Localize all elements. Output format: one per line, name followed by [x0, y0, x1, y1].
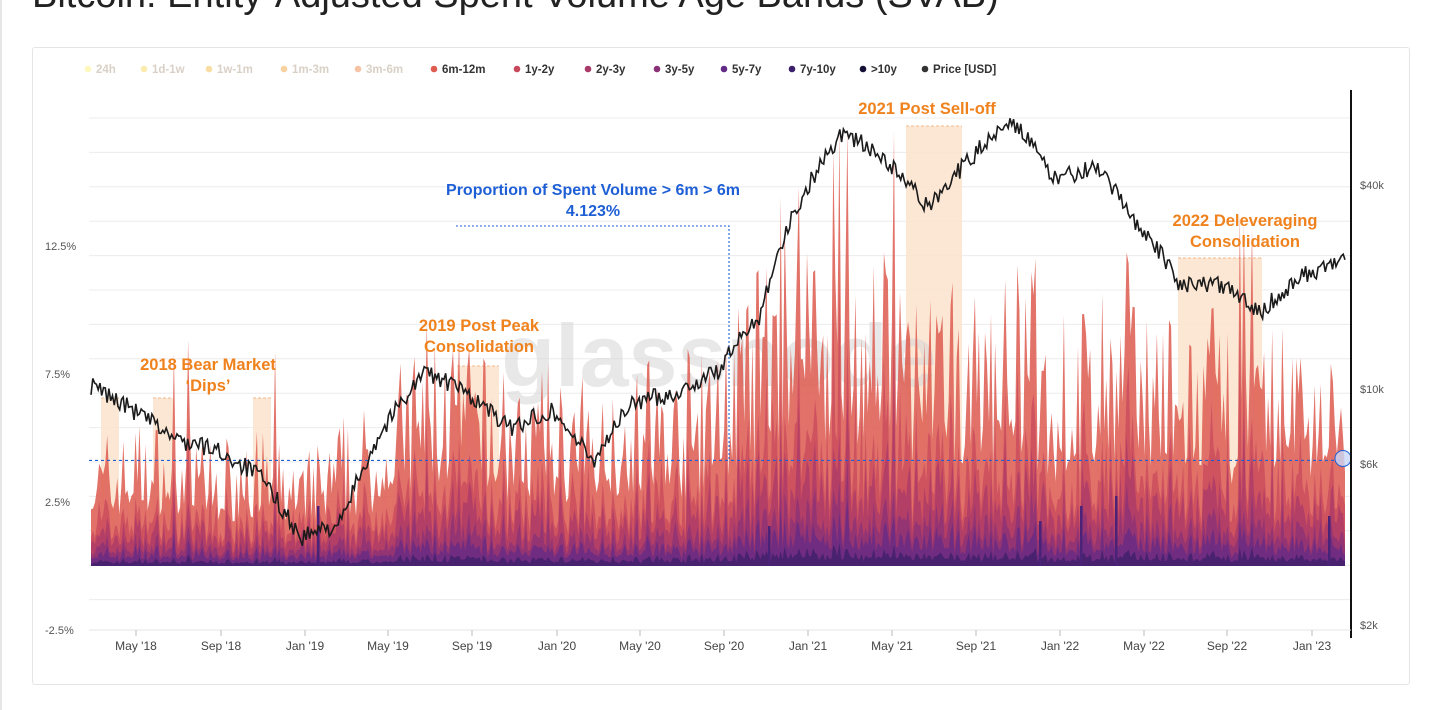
- legend-label: Price [USD]: [933, 64, 996, 76]
- watermark: glassnode: [501, 306, 936, 405]
- y-right-tick-label: $6k: [1360, 459, 1378, 471]
- legend-swatch: [430, 65, 438, 73]
- legend-swatch: [584, 65, 592, 73]
- annotation-title: 2019 Post Peak: [419, 317, 540, 335]
- y-right-tick-label: $40k: [1360, 180, 1384, 192]
- legend-item: 2y-3y: [584, 64, 626, 76]
- chart-card: 24h 1d-1w 1w-1m 1m-3m 3m-6m 6m-12m 1y-2y 2y-3y 3…: [32, 47, 1410, 685]
- age-band-spike: [1039, 521, 1042, 566]
- legend-item: 5y-7y: [720, 64, 762, 76]
- legend-label: 3y-5y: [665, 64, 695, 76]
- legend-swatch: [653, 65, 661, 73]
- legend-item: Price [USD]: [921, 64, 996, 76]
- y-left-tick-label: 2.5%: [45, 497, 70, 509]
- annotation-subtitle: ‘Dips’: [186, 377, 231, 395]
- legend-label: 5y-7y: [732, 64, 762, 76]
- legend-swatch: [140, 65, 148, 73]
- x-tick-label: Sep '19: [452, 639, 493, 653]
- annotation-proportion-value: 4.123%: [566, 203, 620, 220]
- legend-item: 1m-3m: [280, 64, 329, 76]
- legend-swatch: [513, 65, 521, 73]
- annotation-title: 2021 Post Sell-off: [858, 100, 996, 118]
- legend-item: 24h: [84, 64, 116, 76]
- legend-item: >10y: [859, 64, 898, 76]
- price-line-group: [90, 118, 1346, 547]
- x-tick-label: May '22: [1123, 639, 1165, 653]
- x-tick-label: May '21: [871, 639, 913, 653]
- legend-swatch: [788, 65, 796, 73]
- age-band-spike: [768, 526, 771, 566]
- x-tick-label: Sep '22: [1207, 639, 1248, 653]
- x-tick-label: May '19: [367, 639, 409, 653]
- price-line: [90, 118, 1346, 547]
- x-tick-label: Jan '23: [1293, 639, 1332, 653]
- y-left-tick-label: 7.5%: [45, 369, 70, 381]
- legend-label: 3m-6m: [366, 64, 403, 76]
- x-tick-label: Jan '22: [1041, 639, 1080, 653]
- legend-label: 7y-10y: [800, 64, 836, 76]
- annotation: 2022 Deleveraging Consolidation: [1173, 212, 1318, 251]
- legend-swatch: [354, 65, 362, 73]
- annotation: 2018 Bear Market ‘Dips’: [140, 356, 276, 395]
- legend-item: 1y-2y: [513, 64, 555, 76]
- legend-swatch: [84, 65, 92, 73]
- legend-label: 6m-12m: [442, 64, 485, 76]
- x-tick-label: Sep '20: [704, 639, 745, 653]
- legend-item: 1w-1m: [205, 64, 253, 76]
- age-band-spike: [1080, 506, 1083, 566]
- x-tick-label: Jan '19: [286, 639, 325, 653]
- age-band-spike: [317, 506, 320, 566]
- legend-item: 1d-1w: [140, 64, 185, 76]
- legend-swatch: [921, 65, 929, 73]
- age-band-spike: [1115, 496, 1118, 566]
- legend-label: 1m-3m: [292, 64, 329, 76]
- annotation-title: 2022 Deleveraging: [1173, 212, 1318, 230]
- page-edge: [0, 0, 2, 710]
- reference-marker: [1334, 449, 1352, 467]
- x-tick-label: Sep '21: [956, 639, 997, 653]
- annotation-proportion-label: Proportion of Spent Volume > 6m > 6m: [446, 182, 740, 199]
- y-right-tick-label: $10k: [1360, 384, 1384, 396]
- age-band-spike: [1328, 516, 1331, 566]
- annotation: 2021 Post Sell-off: [858, 100, 996, 118]
- legend-item: 7y-10y: [788, 64, 836, 76]
- age-band-area: [91, 542, 1345, 566]
- y-left-tick-label: 12.5%: [45, 241, 76, 253]
- chart-svg: 24h 1d-1w 1w-1m 1m-3m 3m-6m 6m-12m 1y-2y 2y-3y 3…: [45, 64, 1384, 653]
- legend-swatch: [859, 65, 867, 73]
- y-left-tick-label: -2.5%: [45, 625, 74, 637]
- page-title: Bitcoin: Entity-Adjusted Spent Volume Ag…: [32, 0, 999, 17]
- legend-label: 1w-1m: [217, 64, 253, 76]
- legend-label: 24h: [96, 64, 116, 76]
- annotation-subtitle: Consolidation: [424, 338, 534, 356]
- legend-label: 2y-3y: [596, 64, 626, 76]
- x-tick-label: Jan '21: [789, 639, 828, 653]
- annotation: 2019 Post Peak Consolidation: [419, 317, 540, 356]
- legend-label: >10y: [871, 64, 898, 76]
- legend-item: 3m-6m: [354, 64, 403, 76]
- legend-item: 3y-5y: [653, 64, 695, 76]
- x-tick-label: May '18: [115, 639, 157, 653]
- legend-swatch: [280, 65, 288, 73]
- annotation-subtitle: Consolidation: [1190, 233, 1300, 251]
- age-band-area: [91, 497, 1345, 566]
- reference-callout-line: [456, 225, 730, 461]
- annotations: 2018 Bear Market ‘Dips’ 2019 Post Peak Cons…: [140, 100, 1317, 395]
- y-right-tick-label: $2k: [1360, 620, 1378, 632]
- legend: 24h 1d-1w 1w-1m 1m-3m 3m-6m 6m-12m 1y-2y 2y-3y 3…: [84, 64, 996, 76]
- legend-label: 1d-1w: [152, 64, 185, 76]
- legend-item: 6m-12m: [430, 64, 485, 76]
- x-tick-label: May '20: [619, 639, 661, 653]
- legend-label: 1y-2y: [525, 64, 555, 76]
- legend-swatch: [205, 65, 213, 73]
- x-tick-label: Jan '20: [538, 639, 577, 653]
- x-tick-label: Sep '18: [201, 639, 242, 653]
- annotation-title: 2018 Bear Market: [140, 356, 276, 374]
- legend-swatch: [720, 65, 728, 73]
- axes: 12.5% 7.5% 2.5% -2.5% $40k $10k $6k $2k May '18 S…: [45, 90, 1384, 653]
